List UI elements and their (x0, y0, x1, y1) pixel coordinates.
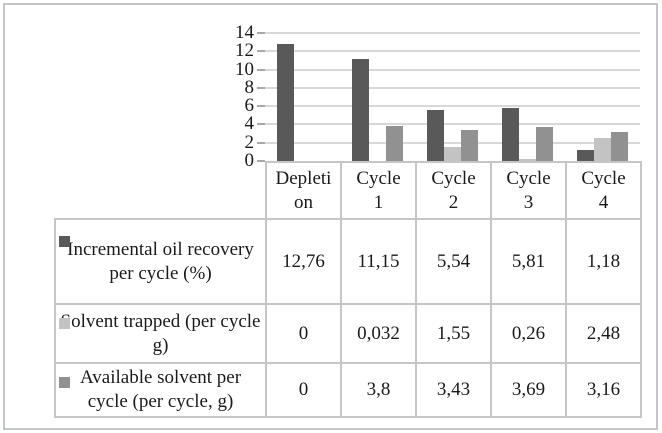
bar (594, 138, 611, 161)
col-header-cycle-3: Cycle 3 (490, 161, 567, 220)
y-tick-mark (257, 68, 265, 71)
row-label-text: Available solvent per cycle (per cycle, … (79, 367, 242, 412)
row-label-text: Incremental oil recovery per cycle (%) (67, 238, 254, 284)
y-tick-label: 10 (235, 58, 254, 80)
bar-group-cycle-1 (340, 33, 415, 161)
y-tick-label: 2 (244, 131, 255, 153)
y-tick-label: 12 (235, 40, 254, 62)
value-cell: 0 (265, 362, 342, 418)
bar (386, 126, 403, 161)
value-cell: 3,69 (490, 362, 567, 418)
gridline (265, 141, 640, 144)
bar (352, 59, 369, 161)
value-cell: 12,76 (265, 218, 342, 305)
y-tick-mark (257, 86, 265, 89)
col-header-label: Cycle 2 (431, 167, 476, 213)
y-tick-mark (257, 160, 265, 162)
col-header-label: Depletion (275, 167, 332, 213)
bar (519, 158, 536, 161)
value-cell: 1,18 (565, 218, 642, 305)
value-cell: 5,81 (490, 218, 567, 305)
y-tick-mark (257, 105, 265, 108)
gridline (265, 50, 640, 53)
bar-group-cycle-4 (565, 33, 640, 161)
y-tick-label: 8 (244, 76, 255, 98)
bar (577, 150, 594, 161)
col-header-cycle-1: Cycle 1 (340, 161, 417, 220)
bar-group-cycle-3 (490, 33, 565, 161)
value-cell: 0,032 (340, 303, 417, 364)
row-label-text: Solvent trapped (per cycle g) (60, 310, 261, 356)
bar (536, 127, 553, 161)
bar (277, 44, 294, 161)
y-tick-mark (257, 50, 265, 53)
row-label: Available solvent per cycle (per cycle, … (54, 362, 267, 418)
row-label: Solvent trapped (per cycle g) (54, 303, 267, 364)
y-tick-mark (257, 141, 265, 144)
value-cell: 2,48 (565, 303, 642, 364)
col-header-label: Cycle 4 (581, 167, 626, 213)
y-tick-mark (257, 123, 265, 126)
value-cell: 0 (265, 303, 342, 364)
value-cell: 0,26 (490, 303, 567, 364)
bar (461, 129, 478, 161)
y-tick-label: 6 (244, 95, 255, 117)
value-cell: 5,54 (415, 218, 492, 305)
bar-group-cycle-2 (415, 33, 490, 161)
y-tick-label: 14 (235, 22, 254, 43)
col-header-cycle-2: Cycle 2 (415, 161, 492, 220)
gridline (265, 86, 640, 89)
gridline (265, 105, 640, 108)
value-cell: 3,43 (415, 362, 492, 418)
chart-data-table: Depletion Cycle 1 Cycle 2 Cycle 3 Cycle … (54, 161, 642, 418)
col-header-cycle-4: Cycle 4 (565, 161, 642, 220)
y-tick-label: 4 (244, 113, 255, 135)
gridline (265, 123, 640, 126)
col-header-label: Cycle 1 (356, 167, 401, 213)
gridline (265, 68, 640, 71)
legend-key-medium-icon (59, 377, 70, 388)
bar (611, 132, 628, 161)
col-header-label: Cycle 3 (506, 167, 551, 213)
gridline (265, 32, 640, 34)
bar (427, 110, 444, 161)
table-corner-cell (55, 162, 266, 219)
row-label: Incremental oil recovery per cycle (%) (54, 218, 267, 305)
value-cell: 1,55 (415, 303, 492, 364)
bar (444, 146, 461, 161)
legend-key-dark-icon (59, 236, 70, 247)
y-tick-mark (257, 32, 265, 34)
bar-group-depletion (265, 33, 340, 161)
value-cell: 3,8 (340, 362, 417, 418)
y-axis: 14 12 10 8 6 4 2 0 (190, 22, 255, 171)
legend-key-light-icon (59, 318, 70, 329)
table-row-solvent-trapped: Solvent trapped (per cycle g) 0 0,032 1,… (54, 303, 642, 364)
table-row-available-solvent: Available solvent per cycle (per cycle, … (54, 362, 642, 418)
chart-plot-area (257, 32, 640, 163)
y-tick-label: 0 (244, 150, 255, 171)
category-header-row: Depletion Cycle 1 Cycle 2 Cycle 3 Cycle … (55, 161, 642, 220)
value-cell: 3,16 (565, 362, 642, 418)
col-header-depletion: Depletion (265, 161, 342, 220)
bar (502, 107, 519, 161)
table-row-incremental-oil: Incremental oil recovery per cycle (%) 1… (54, 218, 642, 305)
value-cell: 11,15 (340, 218, 417, 305)
